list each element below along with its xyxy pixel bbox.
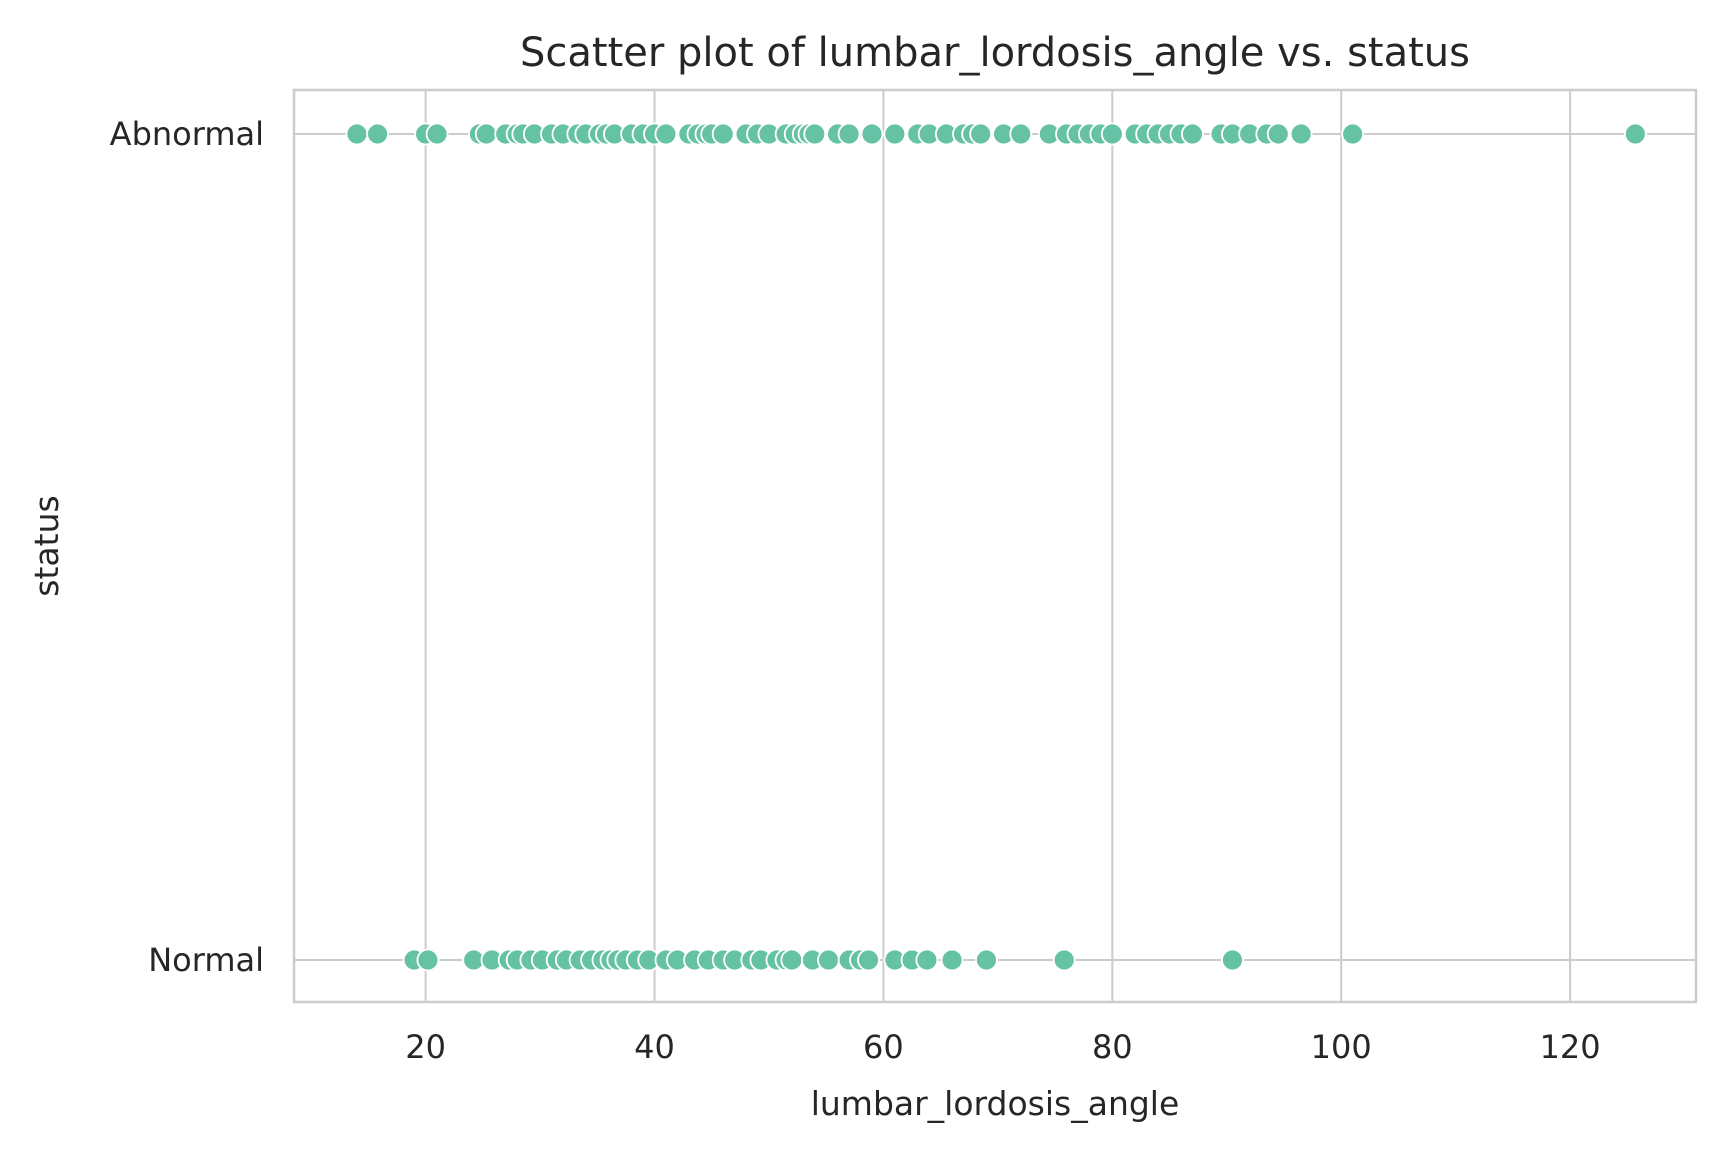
scatter-point (915, 948, 939, 972)
scatter-point (1266, 122, 1290, 146)
scatter-point (1181, 122, 1204, 146)
point-layer (345, 122, 1647, 972)
chart-title: Scatter plot of lumbar_lordosis_angle vs… (520, 30, 1470, 76)
scatter-point (817, 948, 840, 972)
x-tick-label: 60 (863, 1028, 904, 1066)
scatter-point (940, 948, 964, 972)
x-tick-label: 40 (634, 1028, 675, 1066)
x-tick-label: 100 (1311, 1028, 1372, 1066)
scatter-point (883, 122, 907, 146)
scatter-point (780, 948, 804, 972)
scatter-point (975, 948, 998, 972)
scatter-point (425, 122, 449, 146)
scatter-point (857, 948, 880, 972)
y-axis-label: status (27, 495, 66, 596)
tick-layer: 20 40 60 80 100 120 Abnormal Normal (110, 115, 1601, 1066)
x-tick-label: 20 (405, 1028, 446, 1066)
scatter-point (860, 122, 884, 146)
scatter-point (1221, 948, 1244, 972)
scatter-point (654, 122, 678, 146)
plot-frame (292, 88, 1698, 1004)
scatter-point (1341, 122, 1365, 146)
scatter-point (345, 122, 369, 146)
scatter-point (1289, 122, 1313, 146)
y-tick-label: Abnormal (110, 115, 264, 153)
scatter-point (837, 122, 861, 146)
scatter-point (1009, 122, 1033, 146)
scatter-point (1100, 122, 1124, 146)
scatter-point (969, 122, 993, 146)
y-tick-label: Normal (148, 941, 264, 979)
scatter-point (416, 948, 440, 972)
x-tick-label: 80 (1092, 1028, 1133, 1066)
grid-layer (294, 90, 1696, 1002)
scatter-point (366, 122, 389, 146)
scatter-point (1623, 122, 1647, 146)
x-tick-label: 120 (1540, 1028, 1601, 1066)
scatter-point (803, 122, 827, 146)
x-axis-label: lumbar_lordosis_angle (811, 1084, 1180, 1123)
scatter-point (1052, 948, 1076, 972)
scatter-point (711, 122, 735, 146)
scatter-point (474, 122, 498, 146)
